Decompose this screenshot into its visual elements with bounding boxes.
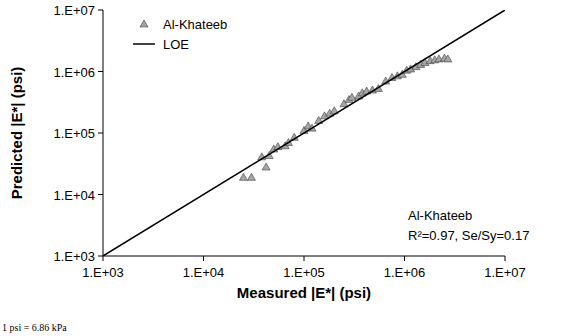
- legend-label: LOE: [163, 37, 189, 52]
- legend: Al-Khateeb LOE: [133, 17, 227, 52]
- y-tick: [98, 133, 103, 134]
- annotation: Al-Khateeb: [408, 208, 472, 223]
- footnote: 1 psi = 6.86 kPa: [2, 322, 67, 333]
- point: [348, 93, 356, 100]
- point: [262, 163, 270, 170]
- legend-label: Al-Khateeb: [163, 17, 227, 32]
- y-tick: [98, 10, 103, 11]
- plot-area: [103, 10, 505, 256]
- y-tick: [98, 256, 103, 257]
- x-tick-label: 1.E+03: [82, 265, 124, 280]
- x-tick: [103, 256, 104, 261]
- x-tick-label: 1.E+04: [183, 265, 225, 280]
- y-tick-label: 1.E+07: [53, 3, 95, 18]
- y-tick-label: 1.E+04: [53, 188, 95, 203]
- x-tick: [505, 256, 506, 261]
- point: [444, 55, 452, 62]
- x-tick-label: 1.E+05: [283, 265, 325, 280]
- x-tick: [304, 256, 305, 261]
- point: [247, 173, 255, 180]
- y-tick-label: 1.E+03: [53, 249, 95, 264]
- legend-swatch: [133, 43, 155, 45]
- annotation: R²=0.97, Se/Sy=0.17: [408, 228, 529, 243]
- y-tick-label: 1.E+06: [53, 65, 95, 80]
- y-tick: [98, 194, 103, 195]
- y-tick-label: 1.E+05: [53, 126, 95, 141]
- point: [239, 173, 247, 180]
- y-axis-title: Predicted |E*| (psi): [8, 67, 25, 200]
- x-tick: [203, 256, 204, 261]
- chart: 1.E+03 1.E+04 1.E+05 1.E+06 1.E+07 1.E+03 1.E+…: [0, 0, 564, 336]
- x-tick: [404, 256, 405, 261]
- x-tick-label: 1.E+07: [484, 265, 526, 280]
- x-axis-title: Measured |E*| (psi): [237, 284, 371, 301]
- loe-line: [103, 10, 505, 256]
- legend-swatch: [140, 20, 148, 27]
- x-tick-label: 1.E+06: [384, 265, 426, 280]
- y-tick: [98, 71, 103, 72]
